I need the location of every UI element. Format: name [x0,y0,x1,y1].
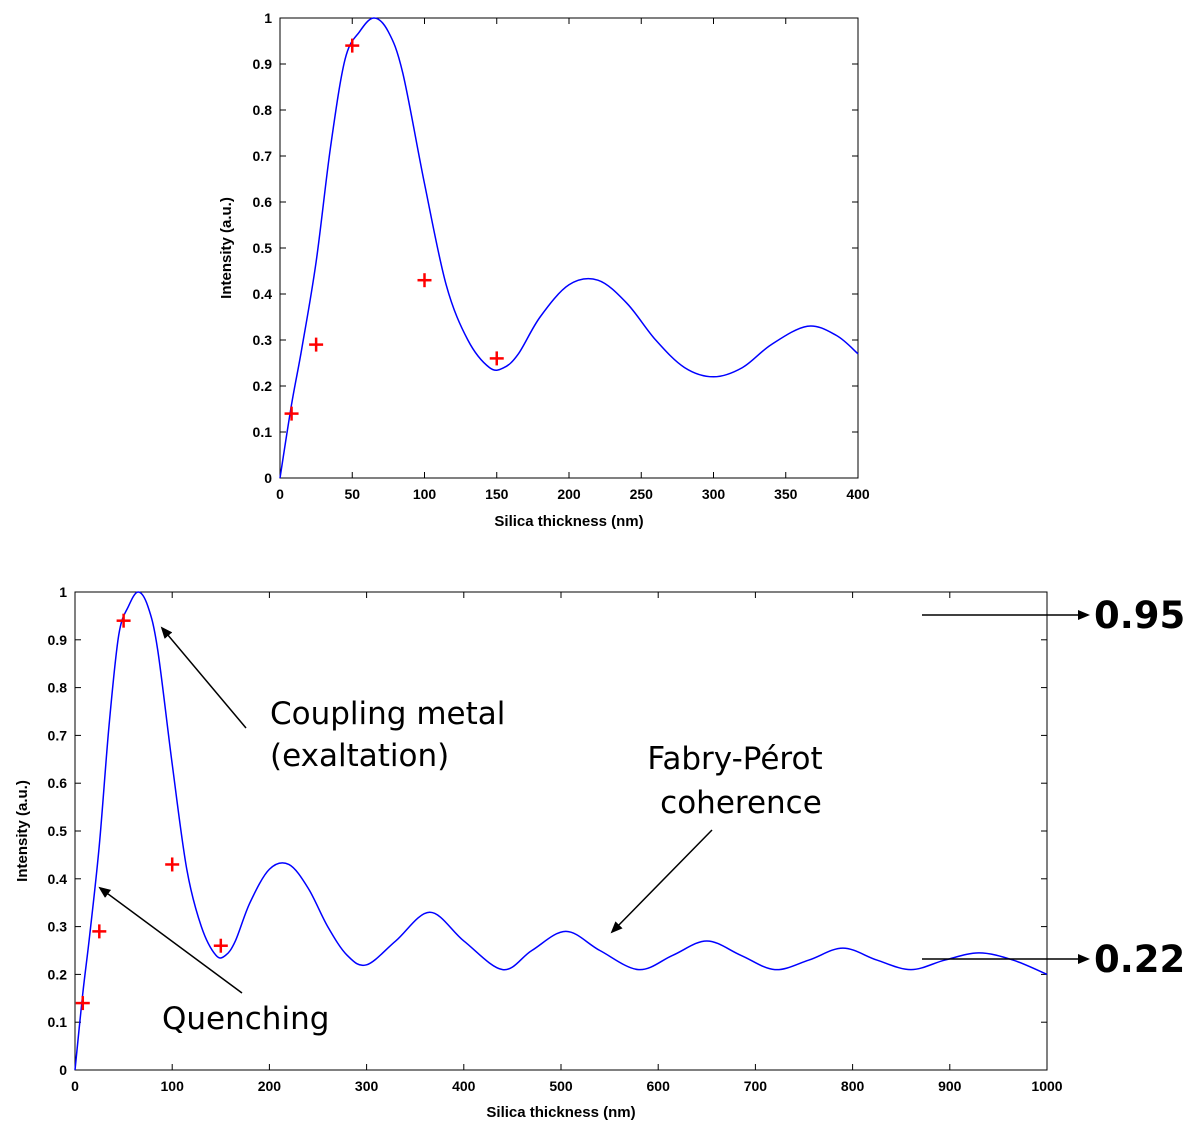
bottom-y-axis-label: Intensity (a.u.) [14,780,31,882]
top-data-point [345,38,360,53]
bottom-x-axis-label: Silica thickness (nm) [486,1104,635,1121]
bottom-ytick-label: 0.4 [48,871,68,887]
top-ytick-label: 0.2 [253,378,273,394]
value-022: 0.22 [1094,938,1185,981]
bottom-ticks: 0 100 200 300 400 500 600 700 800 900 1000 0 0.1 0.2 0… [48,584,1063,1094]
annotation-coupling-line1: Coupling metal [270,696,505,732]
bottom-xtick-label: 400 [452,1078,476,1094]
top-ytick-label: 0 [264,470,272,486]
top-xtick-label: 350 [774,486,798,502]
value-095: 0.95 [1094,594,1185,637]
bottom-ytick-label: 0.8 [48,680,68,696]
bottom-xtick-label: 1000 [1031,1078,1062,1094]
top-ytick-label: 0.6 [253,194,273,210]
top-measured-points [284,38,504,421]
annotation-fabry-line2: coherence [660,785,822,821]
bottom-xtick-label: 700 [744,1078,768,1094]
bottom-data-point [213,938,228,953]
bottom-xtick-label: 200 [258,1078,282,1094]
bottom-data-point [92,924,107,939]
top-ytick-label: 0.7 [253,148,273,164]
bottom-intensity-curve [74,591,1048,1071]
top-chart: 0 50 100 150 200 250 300 350 400 0 0.1 0.2 0.3 0.4 0.5… [218,10,870,530]
top-xtick-label: 200 [557,486,581,502]
bottom-ytick-label: 0.9 [48,632,68,648]
top-data-point [489,351,504,366]
bottom-ytick-label: 0.1 [48,1014,68,1030]
bottom-ytick-label: 0.5 [48,823,68,839]
top-xtick-label: 400 [846,486,870,502]
bottom-xtick-label: 300 [355,1078,379,1094]
annotation-fabry-line1: Fabry-Pérot [647,741,822,777]
bottom-data-point [116,613,131,628]
top-xtick-label: 150 [485,486,509,502]
bottom-xtick-label: 600 [647,1078,671,1094]
bottom-chart: 0 100 200 300 400 500 600 700 800 900 1000 0 0.1 0.2 0… [14,584,1185,1121]
bottom-ytick-label: 0.6 [48,775,68,791]
bottom-plot-frame [74,591,1048,1071]
bottom-xtick-label: 500 [549,1078,573,1094]
top-ytick-label: 0.8 [253,102,273,118]
top-xtick-label: 100 [413,486,437,502]
top-ytick-label: 0.1 [253,424,273,440]
top-data-point [417,273,432,288]
bottom-ytick-label: 0 [59,1062,67,1078]
bottom-data-point [75,996,90,1011]
top-xtick-label: 50 [344,486,360,502]
bottom-data-point [165,857,180,872]
bottom-ytick-label: 0.3 [48,919,68,935]
arrow-fabry [610,829,713,934]
bottom-xtick-label: 0 [71,1078,79,1094]
top-ticks: 0 50 100 150 200 250 300 350 400 0 0.1 0.2 0.3 0.4 0.5… [253,10,870,502]
top-ytick-label: 0.9 [253,56,273,72]
top-ytick-label: 0.5 [253,240,273,256]
top-xtick-label: 250 [630,486,654,502]
top-ytick-label: 0.3 [253,332,273,348]
top-xtick-label: 300 [702,486,726,502]
top-y-axis-label: Intensity (a.u.) [218,197,235,299]
arrow-coupling [160,626,247,729]
bottom-measured-points [75,613,228,1011]
top-intensity-curve [279,17,859,479]
top-ytick-label: 1 [264,10,272,26]
annotation-quenching: Quenching [162,1001,329,1037]
bottom-ytick-label: 0.2 [48,966,68,982]
arrow-quenching [98,886,243,994]
top-plot-frame [279,17,859,479]
top-x-axis-label: Silica thickness (nm) [494,513,643,530]
bottom-xtick-label: 900 [938,1078,962,1094]
bottom-ytick-label: 0.7 [48,727,68,743]
top-data-point [284,406,299,421]
top-data-point [309,337,324,352]
bottom-xtick-label: 800 [841,1078,865,1094]
annotation-coupling-line2: (exaltation) [270,738,449,774]
bottom-ytick-label: 1 [59,584,67,600]
top-ytick-label: 0.4 [253,286,273,302]
top-xtick-label: 0 [276,486,284,502]
bottom-xtick-label: 100 [161,1078,185,1094]
